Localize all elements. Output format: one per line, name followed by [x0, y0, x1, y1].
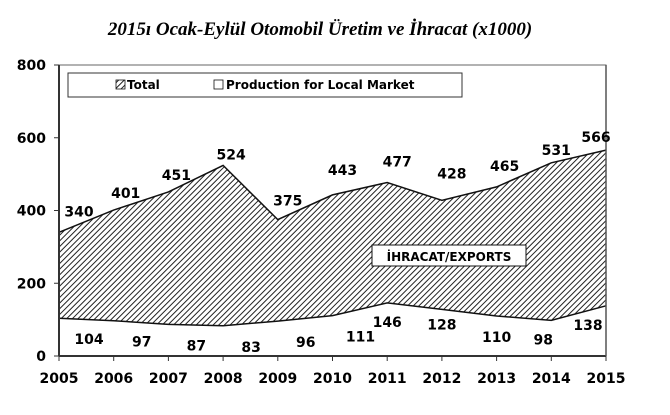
x-tick-label: 2011 — [368, 371, 407, 387]
x-tick-label: 2012 — [422, 371, 461, 387]
y-tick-label: 200 — [17, 276, 46, 292]
x-tick-label: 2010 — [313, 371, 352, 387]
x-tick-label: 2008 — [204, 371, 243, 387]
local-data-label: 97 — [132, 335, 151, 351]
legend-label-total: Total — [127, 78, 160, 92]
local-data-label: 128 — [427, 317, 456, 333]
total-data-label: 465 — [490, 159, 519, 175]
x-tick-label: 2014 — [532, 371, 571, 387]
exports-annotation: İHRACAT/EXPORTS — [371, 244, 527, 267]
x-ticks: 2005 2006 2007 2008 2009 2010 2011 2012 2013 2014… — [40, 356, 626, 387]
legend-label-local: Production for Local Market — [226, 78, 415, 92]
x-tick-label: 2015 — [587, 371, 626, 387]
legend-swatch-total — [115, 79, 126, 90]
total-data-label: 451 — [162, 168, 191, 184]
local-market-area — [59, 302, 606, 356]
y-tick-label: 800 — [17, 58, 46, 74]
local-data-label: 110 — [482, 330, 511, 346]
local-data-label: 104 — [74, 332, 103, 348]
chart-title: 2015ı Ocak-Eylül Otomobil Üretim ve İhra… — [107, 18, 532, 40]
x-tick-label: 2007 — [149, 371, 188, 387]
y-tick-label: 400 — [17, 204, 46, 220]
local-data-label: 83 — [241, 340, 260, 356]
x-tick-label: 2005 — [40, 371, 79, 387]
total-area — [59, 150, 606, 356]
local-data-label: 111 — [346, 330, 375, 346]
local-market-line — [58, 302, 607, 327]
local-data-label: 87 — [187, 338, 206, 354]
legend: Total Production for Local Market — [67, 72, 463, 98]
x-tick-label: 2006 — [94, 371, 133, 387]
total-data-labels: 340 401 451 524 375 443 477 428 465 531 566 — [64, 130, 610, 220]
exports-annotation-text: İHRACAT/EXPORTS — [387, 249, 512, 264]
x-tick-label: 2009 — [258, 371, 297, 387]
x-tick-label: 2013 — [477, 371, 516, 387]
total-data-label: 428 — [437, 166, 466, 182]
local-data-label: 96 — [296, 335, 315, 351]
local-data-label: 138 — [573, 318, 602, 334]
total-data-label: 531 — [542, 143, 571, 159]
legend-box — [67, 72, 463, 98]
total-data-label: 340 — [64, 204, 93, 220]
y-tick-label: 600 — [17, 131, 46, 147]
total-data-label: 443 — [328, 163, 357, 179]
local-data-label: 146 — [373, 315, 402, 331]
total-line — [58, 149, 607, 233]
total-data-label: 566 — [581, 130, 610, 146]
total-data-label: 524 — [216, 147, 245, 163]
y-tick-label: 0 — [36, 349, 46, 365]
legend-swatch-local — [213, 79, 224, 90]
total-data-label: 401 — [111, 186, 140, 202]
total-data-label: 477 — [383, 154, 412, 170]
exports-annotation-box — [371, 244, 527, 267]
y-ticks: 0 200 400 600 800 — [17, 58, 59, 365]
local-data-label: 98 — [534, 332, 553, 348]
total-data-label: 375 — [273, 194, 302, 210]
